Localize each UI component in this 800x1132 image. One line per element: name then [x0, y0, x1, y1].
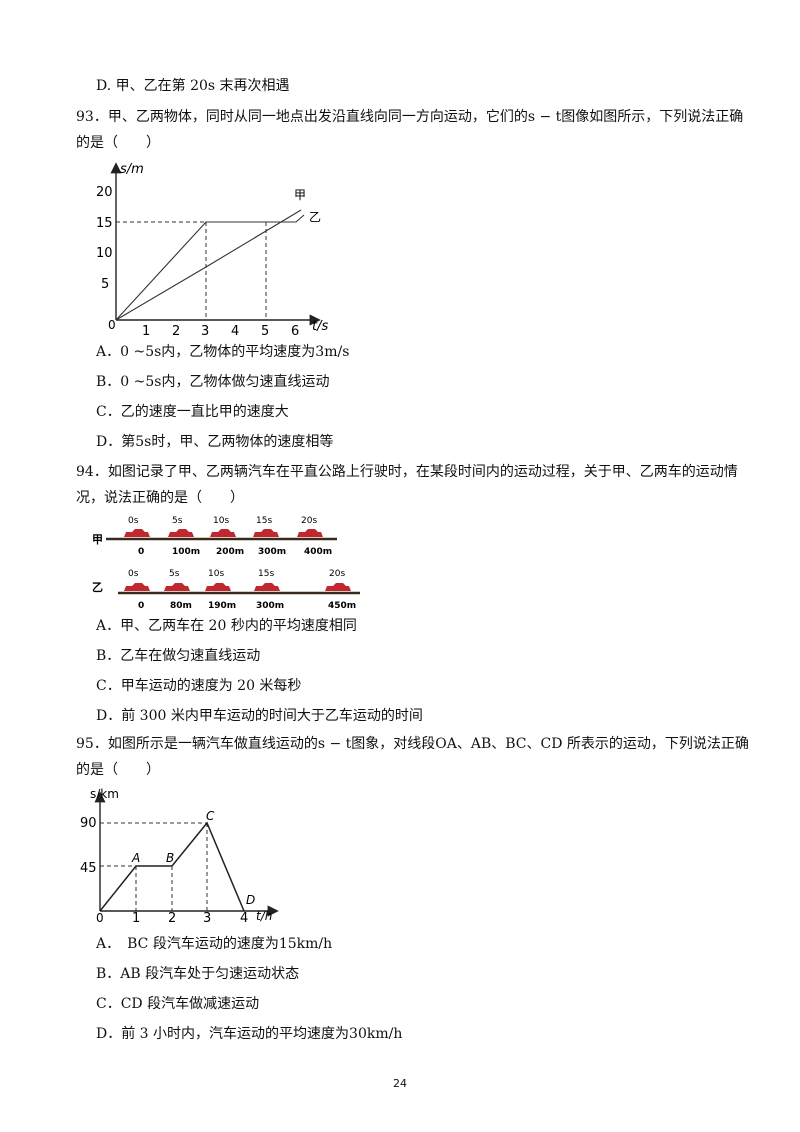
- car-icon: [124, 529, 150, 537]
- car-icon: [297, 529, 323, 537]
- q94-jia-dist-0: 0: [138, 547, 144, 557]
- q93-label-yi: 乙: [309, 210, 321, 224]
- q95-x-tick-4: 4: [240, 911, 248, 926]
- car-icon: [325, 583, 351, 591]
- q94-jia-dist-3: 300m: [258, 547, 286, 557]
- q95-y-axis-label: s/km: [90, 787, 119, 801]
- car-icon: [205, 583, 231, 591]
- q93-x-tick-5: 5: [261, 324, 269, 335]
- q95-option-b: B．AB 段汽车处于匀速运动状态: [96, 966, 300, 982]
- car-icon: [210, 529, 236, 537]
- q93-x-tick-4: 4: [231, 324, 239, 335]
- q94-row-jia-cars: [124, 529, 323, 537]
- q93-option-d: D．第5s时，甲、乙两物体的速度相等: [96, 434, 334, 450]
- q93-stem-line1: 93．甲、乙两物体，同时从同一地点出发沿直线向同一方向运动，它们的s − t图像…: [76, 109, 744, 125]
- q93-y-tick-15: 15: [96, 216, 113, 231]
- q95-x-tick-2: 2: [168, 911, 176, 926]
- q94-yi-dist-3: 300m: [256, 601, 284, 611]
- q94-yi-time-2: 10s: [208, 569, 224, 579]
- q93-option-a: A．0 ~5s内，乙物体的平均速度为3m/s: [96, 344, 350, 360]
- q95-stem-line2: 的是（ ）: [76, 762, 160, 778]
- q94-yi-time-4: 20s: [329, 569, 345, 579]
- q94-yi-time-1: 5s: [169, 569, 180, 579]
- q94-option-c: C．甲车运动的速度为 20 米每秒: [96, 678, 302, 694]
- car-icon: [164, 583, 190, 591]
- q93-x-axis-label: t/s: [312, 319, 328, 334]
- q95-x-axis-label: t/h: [256, 909, 272, 923]
- q94-stem-line1: 94．如图记录了甲、乙两辆汽车在平直公路上行驶时，在某段时间内的运动过程，关于甲…: [76, 464, 738, 480]
- car-icon: [168, 529, 194, 537]
- q94-row-jia-times: 0s 5s 10s 15s 20s: [128, 516, 317, 526]
- q94-jia-time-0: 0s: [128, 516, 139, 526]
- q94-row-jia-label: 甲: [92, 533, 103, 546]
- q94-yi-dist-4: 450m: [328, 601, 356, 611]
- q92-option-d: D. 甲、乙在第 20s 末再次相遇: [96, 78, 290, 94]
- q94-jia-dist-1: 100m: [172, 547, 200, 557]
- q95-point-b: B: [166, 851, 174, 865]
- q94-yi-time-0: 0s: [128, 569, 139, 579]
- q93-option-c: C．乙的速度一直比甲的速度大: [96, 404, 289, 420]
- car-icon: [253, 529, 279, 537]
- q93-x-tick-1: 1: [142, 324, 150, 335]
- q93-y-tick-10: 10: [96, 246, 113, 261]
- q95-point-c: C: [206, 809, 215, 823]
- q94-stem-line2: 况，说法正确的是（ ）: [76, 490, 244, 506]
- q93-y-tick-5: 5: [101, 277, 109, 292]
- q94-option-b: B．乙车在做匀速直线运动: [96, 648, 261, 664]
- q93-y-axis-label: s/m: [120, 162, 144, 177]
- q93-x-tick-2: 2: [172, 324, 180, 335]
- q95-series: [99, 821, 245, 912]
- q93-series-yi: [115, 214, 305, 321]
- q94-yi-dist-1: 80m: [170, 601, 192, 611]
- car-icon: [124, 583, 150, 591]
- q94-jia-dist-2: 200m: [216, 547, 244, 557]
- q95-option-d: D．前 3 小时内，汽车运动的平均速度为30km/h: [96, 1026, 403, 1042]
- q93-stem-line2: 的是（ ）: [76, 135, 160, 151]
- q94-option-d: D．前 300 米内甲车运动的时间大于乙车运动的时间: [96, 708, 423, 724]
- q94-row-yi-label: 乙: [92, 581, 103, 594]
- q94-jia-time-4: 20s: [301, 516, 317, 526]
- page-number: 24: [393, 1077, 407, 1090]
- q94-row-jia-distances: 0 100m 200m 300m 400m: [138, 547, 332, 557]
- q94-option-a: A．甲、乙两车在 20 秒内的平均速度相同: [96, 618, 357, 634]
- q93-option-b: B．0 ~5s内，乙物体做匀速直线运动: [96, 374, 330, 390]
- q94-row-yi-cars: [124, 583, 351, 591]
- q93-origin: 0: [108, 318, 116, 332]
- q93-st-graph: s/m t/s 0 20 15 10 5 1 2 3 4 5 6 甲 乙: [96, 162, 328, 335]
- q95-x-tick-1: 1: [132, 911, 140, 926]
- q94-row-yi-distances: 0 80m 190m 300m 450m: [138, 601, 356, 611]
- q94-cars-diagram: 甲 0s 5s 10s 15s 20s 0 100m 200m 300m 400…: [92, 516, 360, 611]
- q95-option-c: C．CD 段汽车做减速运动: [96, 996, 260, 1012]
- q95-x-tick-3: 3: [203, 911, 211, 926]
- q95-point-a: A: [131, 851, 140, 865]
- car-icon: [254, 583, 280, 591]
- q94-row-yi-times: 0s 5s 10s 15s 20s: [128, 569, 345, 579]
- q94-jia-time-2: 10s: [213, 516, 229, 526]
- q94-jia-time-3: 15s: [256, 516, 272, 526]
- q94-jia-dist-4: 400m: [304, 547, 332, 557]
- q93-y-tick-20: 20: [96, 185, 113, 200]
- q93-x-tick-6: 6: [291, 324, 299, 335]
- q94-yi-time-3: 15s: [258, 569, 274, 579]
- q95-stem-line1: 95．如图所示是一辆汽车做直线运动的s − t图象，对线段OA、AB、BC、CD…: [76, 736, 749, 752]
- q94-yi-dist-0: 0: [138, 601, 144, 611]
- q93-x-tick-3: 3: [201, 324, 209, 335]
- q95-option-a: A． BC 段汽车运动的速度为15km/h: [96, 936, 333, 952]
- q93-series-jia: [115, 209, 302, 321]
- q93-label-jia: 甲: [294, 188, 306, 202]
- q94-yi-dist-2: 190m: [208, 601, 236, 611]
- q95-origin: 0: [96, 911, 104, 925]
- q95-y-tick-45: 45: [80, 861, 97, 876]
- q95-st-graph: s/km t/h 0 90 45 1 2 3 4 A B C D: [80, 787, 279, 926]
- q95-y-tick-90: 90: [80, 816, 97, 831]
- q95-point-d: D: [246, 893, 255, 907]
- q94-jia-time-1: 5s: [172, 516, 183, 526]
